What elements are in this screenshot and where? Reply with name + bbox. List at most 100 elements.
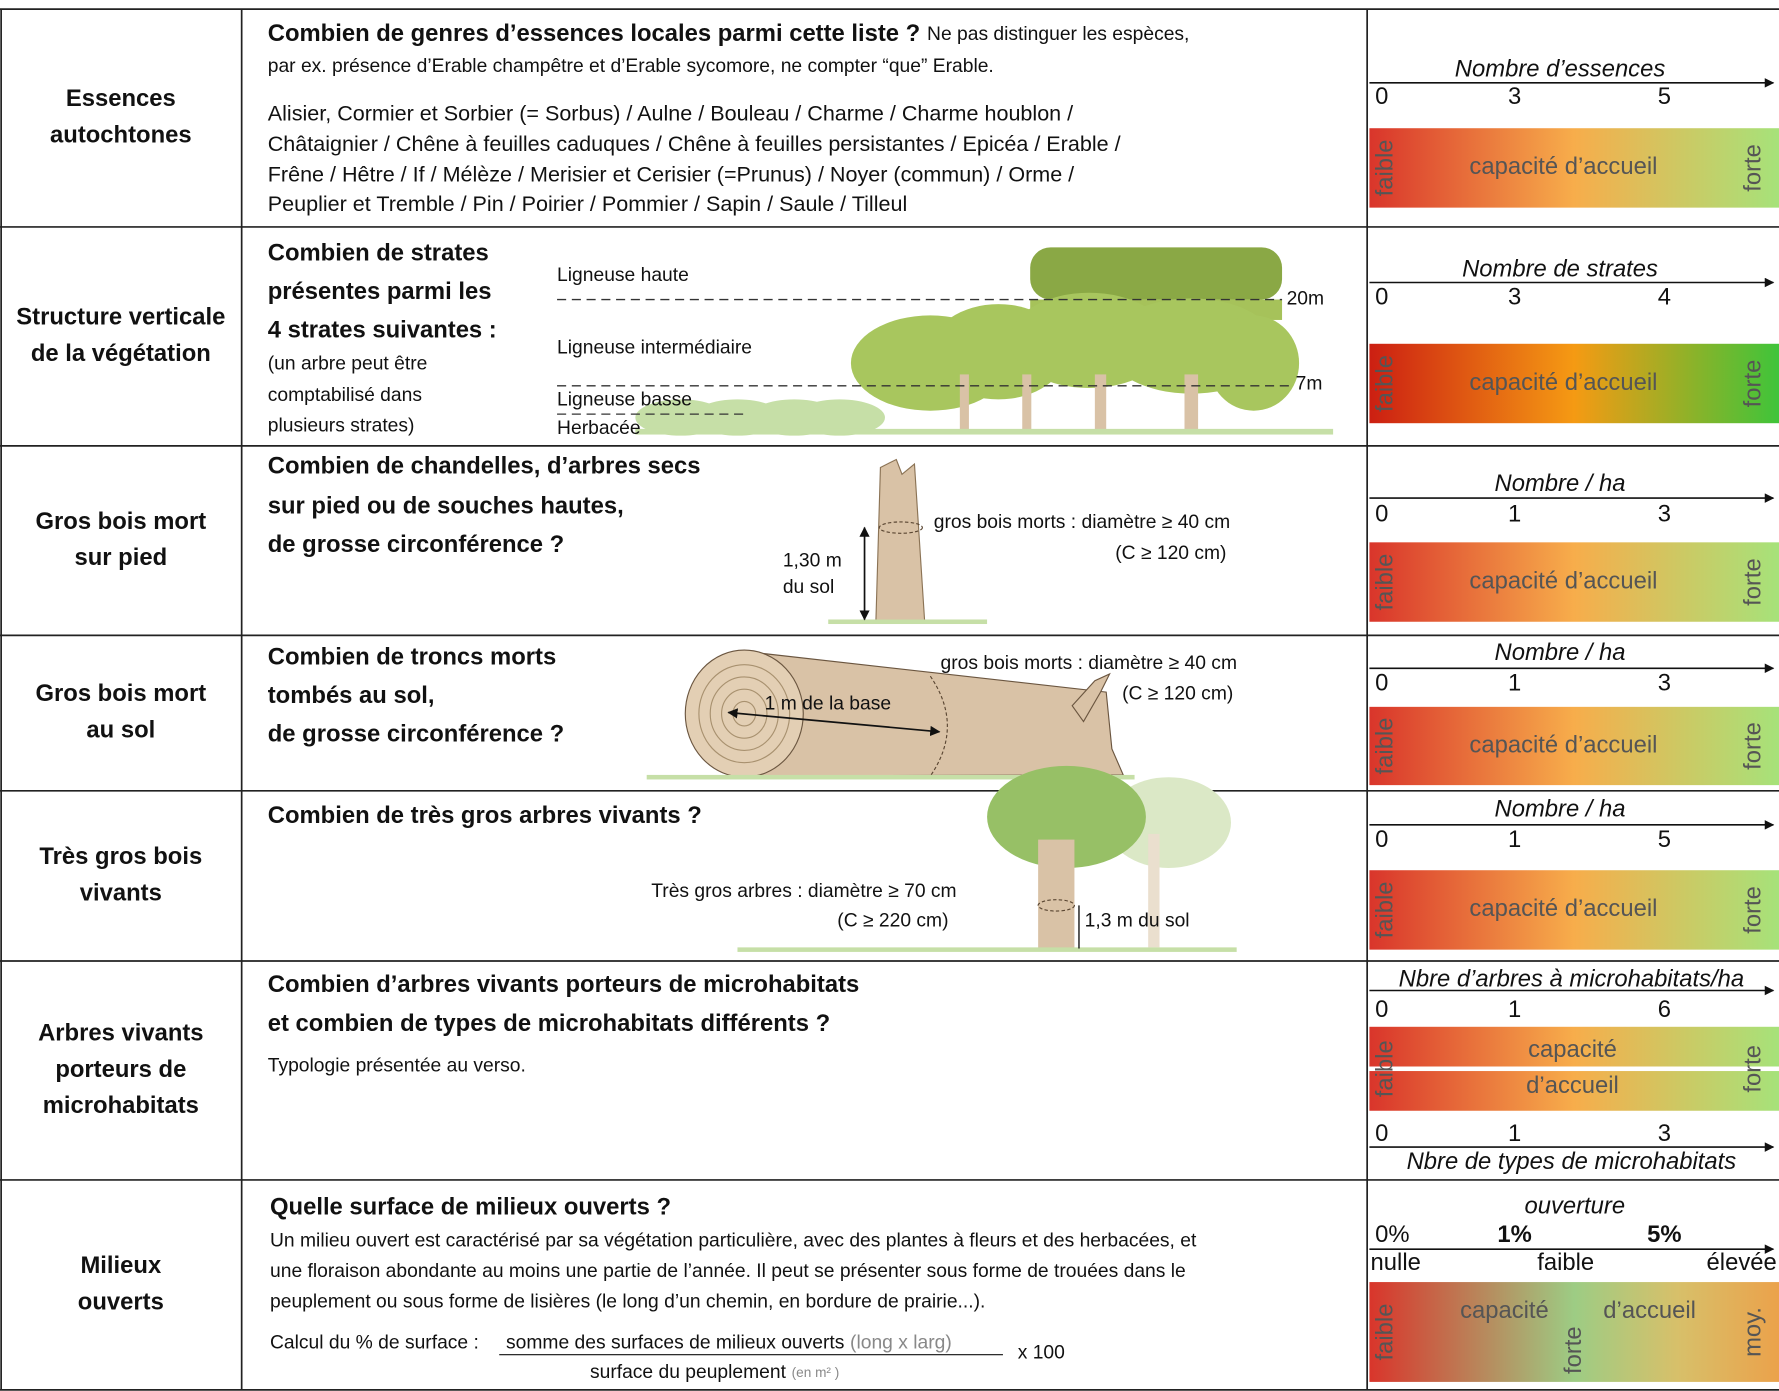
question: de grosse circonférence ? bbox=[268, 531, 564, 558]
question-note: (un arbre peut être bbox=[268, 353, 428, 374]
strata-label: Ligneuse basse bbox=[557, 390, 692, 411]
tree-crown bbox=[1208, 315, 1299, 410]
row-label: porteurs de bbox=[55, 1056, 186, 1083]
dead-trunk bbox=[876, 460, 925, 622]
scale-tick: 3 bbox=[1658, 669, 1671, 696]
species-list: Frêne / Hêtre / If / Mélèze / Merisier e… bbox=[268, 162, 1074, 187]
question: Combien de très gros arbres vivants ? bbox=[268, 802, 702, 829]
bar-end-label: moy. bbox=[1739, 1307, 1766, 1357]
scale-tick: 5 bbox=[1658, 826, 1671, 853]
bar-label: capacité d’accueil bbox=[1469, 731, 1657, 758]
scale-level: élevée bbox=[1707, 1249, 1777, 1276]
question-note: peuplement ou sous forme de lisières (le… bbox=[270, 1292, 985, 1313]
question: Combien de genres d’essences locales par… bbox=[268, 20, 1190, 47]
figure-label: gros bois morts : diamètre ≥ 40 cm bbox=[941, 653, 1237, 674]
bar-end-label: forte bbox=[1739, 558, 1766, 606]
scale-tick: 0 bbox=[1375, 1120, 1388, 1147]
scale-level: nulle bbox=[1371, 1249, 1421, 1276]
row-label: vivants bbox=[80, 879, 162, 906]
row-label: Milieux bbox=[80, 1252, 161, 1279]
scale-tick: 0% bbox=[1375, 1221, 1409, 1248]
scale-tick: 3 bbox=[1658, 1120, 1671, 1147]
question: Combien de strates bbox=[268, 239, 489, 266]
bar-label: capacité d’accueil bbox=[1469, 153, 1657, 180]
scale-tick: 5% bbox=[1647, 1221, 1681, 1248]
denominator-unit: (en m² ) bbox=[792, 1364, 840, 1379]
question-note: comptabilisé dans bbox=[268, 385, 422, 406]
bar-label: capacité d’accueil bbox=[1469, 895, 1657, 922]
question-note: Un milieu ouvert est caractérisé par sa … bbox=[270, 1230, 1197, 1251]
species-list: Peuplier et Tremble / Pin / Poirier / Po… bbox=[268, 191, 908, 216]
question: Quelle surface de milieux ouverts ? bbox=[270, 1194, 671, 1221]
strata-label: Ligneuse haute bbox=[557, 265, 689, 286]
row-label: Structure verticale bbox=[16, 304, 225, 331]
evaluation-sheet: EssencesautochtonesStructure verticalede… bbox=[0, 0, 1779, 1391]
bar-end-label: forte bbox=[1739, 144, 1766, 192]
question-note: Ne pas distinguer les espèces, bbox=[927, 24, 1189, 45]
tree-trunk bbox=[1095, 374, 1106, 433]
height-label: 20m bbox=[1287, 289, 1324, 310]
numerator-unit: (long x larg) bbox=[850, 1332, 952, 1353]
figure-label: (C ≥ 120 cm) bbox=[1122, 683, 1233, 704]
row-label: Gros bois mort bbox=[35, 508, 206, 535]
figure-label: 1,3 m du sol bbox=[1085, 910, 1190, 931]
bar-end-label: forte bbox=[1739, 360, 1766, 408]
row-label: microhabitats bbox=[43, 1092, 199, 1119]
figure-label: 1 m de la base bbox=[765, 694, 891, 715]
question: présentes parmi les bbox=[268, 278, 492, 305]
figure-label: gros bois morts : diamètre ≥ 40 cm bbox=[934, 512, 1230, 533]
figure-label: (C ≥ 120 cm) bbox=[1115, 543, 1226, 564]
strata-label: Herbacée bbox=[557, 418, 641, 439]
scale-tick: 3 bbox=[1658, 500, 1671, 527]
bar-end-label: faible bbox=[1372, 1304, 1399, 1361]
question-note: Typologie présentée au verso. bbox=[268, 1056, 526, 1077]
species-list: Châtaignier / Chêne à feuilles caduques … bbox=[268, 131, 1121, 156]
question-text: Combien de genres d’essences locales par… bbox=[268, 20, 920, 47]
question: 4 strates suivantes : bbox=[268, 317, 497, 344]
scale-tick: 1 bbox=[1508, 996, 1521, 1023]
scale-title: Nombre de strates bbox=[1462, 255, 1658, 282]
denominator: surface du peuplement bbox=[590, 1362, 787, 1383]
bar-end-label: faible bbox=[1372, 139, 1399, 196]
scale-title: Nombre d’essences bbox=[1455, 56, 1666, 83]
question: Combien de chandelles, d’arbres secs bbox=[268, 453, 701, 480]
figure-label: du sol bbox=[783, 577, 834, 598]
formula-denominator: surface du peuplement (en m² ) bbox=[590, 1362, 839, 1383]
row-label: au sol bbox=[86, 717, 155, 744]
bar-end-label: faible bbox=[1372, 554, 1399, 611]
scale-tick: 0 bbox=[1375, 996, 1388, 1023]
scale-tick: 0 bbox=[1375, 83, 1388, 110]
question: et combien de types de microhabitats dif… bbox=[268, 1010, 830, 1037]
scale-tick: 1 bbox=[1508, 669, 1521, 696]
bar-end-label: faible bbox=[1372, 881, 1399, 938]
strata-label: Ligneuse intermédiaire bbox=[557, 337, 752, 358]
scale-title: Nombre / ha bbox=[1495, 639, 1626, 666]
row-label: Très gros bois bbox=[39, 843, 202, 870]
row-label: sur pied bbox=[75, 544, 168, 571]
bar-label: capacité d’accueil bbox=[1469, 567, 1657, 594]
row-label: Arbres vivants bbox=[38, 1019, 203, 1046]
tree-trunk bbox=[960, 374, 969, 433]
question: Combien de troncs morts bbox=[268, 643, 556, 670]
scale-tick: 1 bbox=[1508, 500, 1521, 527]
scale-tick: 1 bbox=[1508, 1120, 1521, 1147]
row-label: Gros bois mort bbox=[35, 680, 206, 707]
bar-end-label: forte bbox=[1739, 722, 1766, 770]
scale-level: faible bbox=[1537, 1249, 1594, 1276]
scale-tick: 1 bbox=[1508, 826, 1521, 853]
row-label: de la végétation bbox=[31, 340, 211, 367]
figure-label: (C ≥ 220 cm) bbox=[837, 910, 948, 931]
scale-tick: 4 bbox=[1658, 284, 1671, 311]
scale-tick: 3 bbox=[1508, 83, 1521, 110]
tree-crown bbox=[1030, 247, 1282, 299]
tree-trunk bbox=[1184, 374, 1198, 433]
scale-tick: 5 bbox=[1658, 83, 1671, 110]
scale-title: Nbre d’arbres à microhabitats/ha bbox=[1399, 966, 1744, 993]
grass bbox=[737, 947, 1236, 952]
bar-end-label: faible bbox=[1372, 355, 1399, 412]
bar-label: capacité d’accueil bbox=[1469, 369, 1657, 396]
bar-label: capacité bbox=[1528, 1036, 1617, 1063]
species-list: Alisier, Cormier et Sorbier (= Sorbus) /… bbox=[268, 100, 1073, 125]
question-note: plusieurs strates) bbox=[268, 416, 415, 437]
page: {"rows": [ {"label": ["Essences", "autoc… bbox=[0, 0, 1779, 1391]
